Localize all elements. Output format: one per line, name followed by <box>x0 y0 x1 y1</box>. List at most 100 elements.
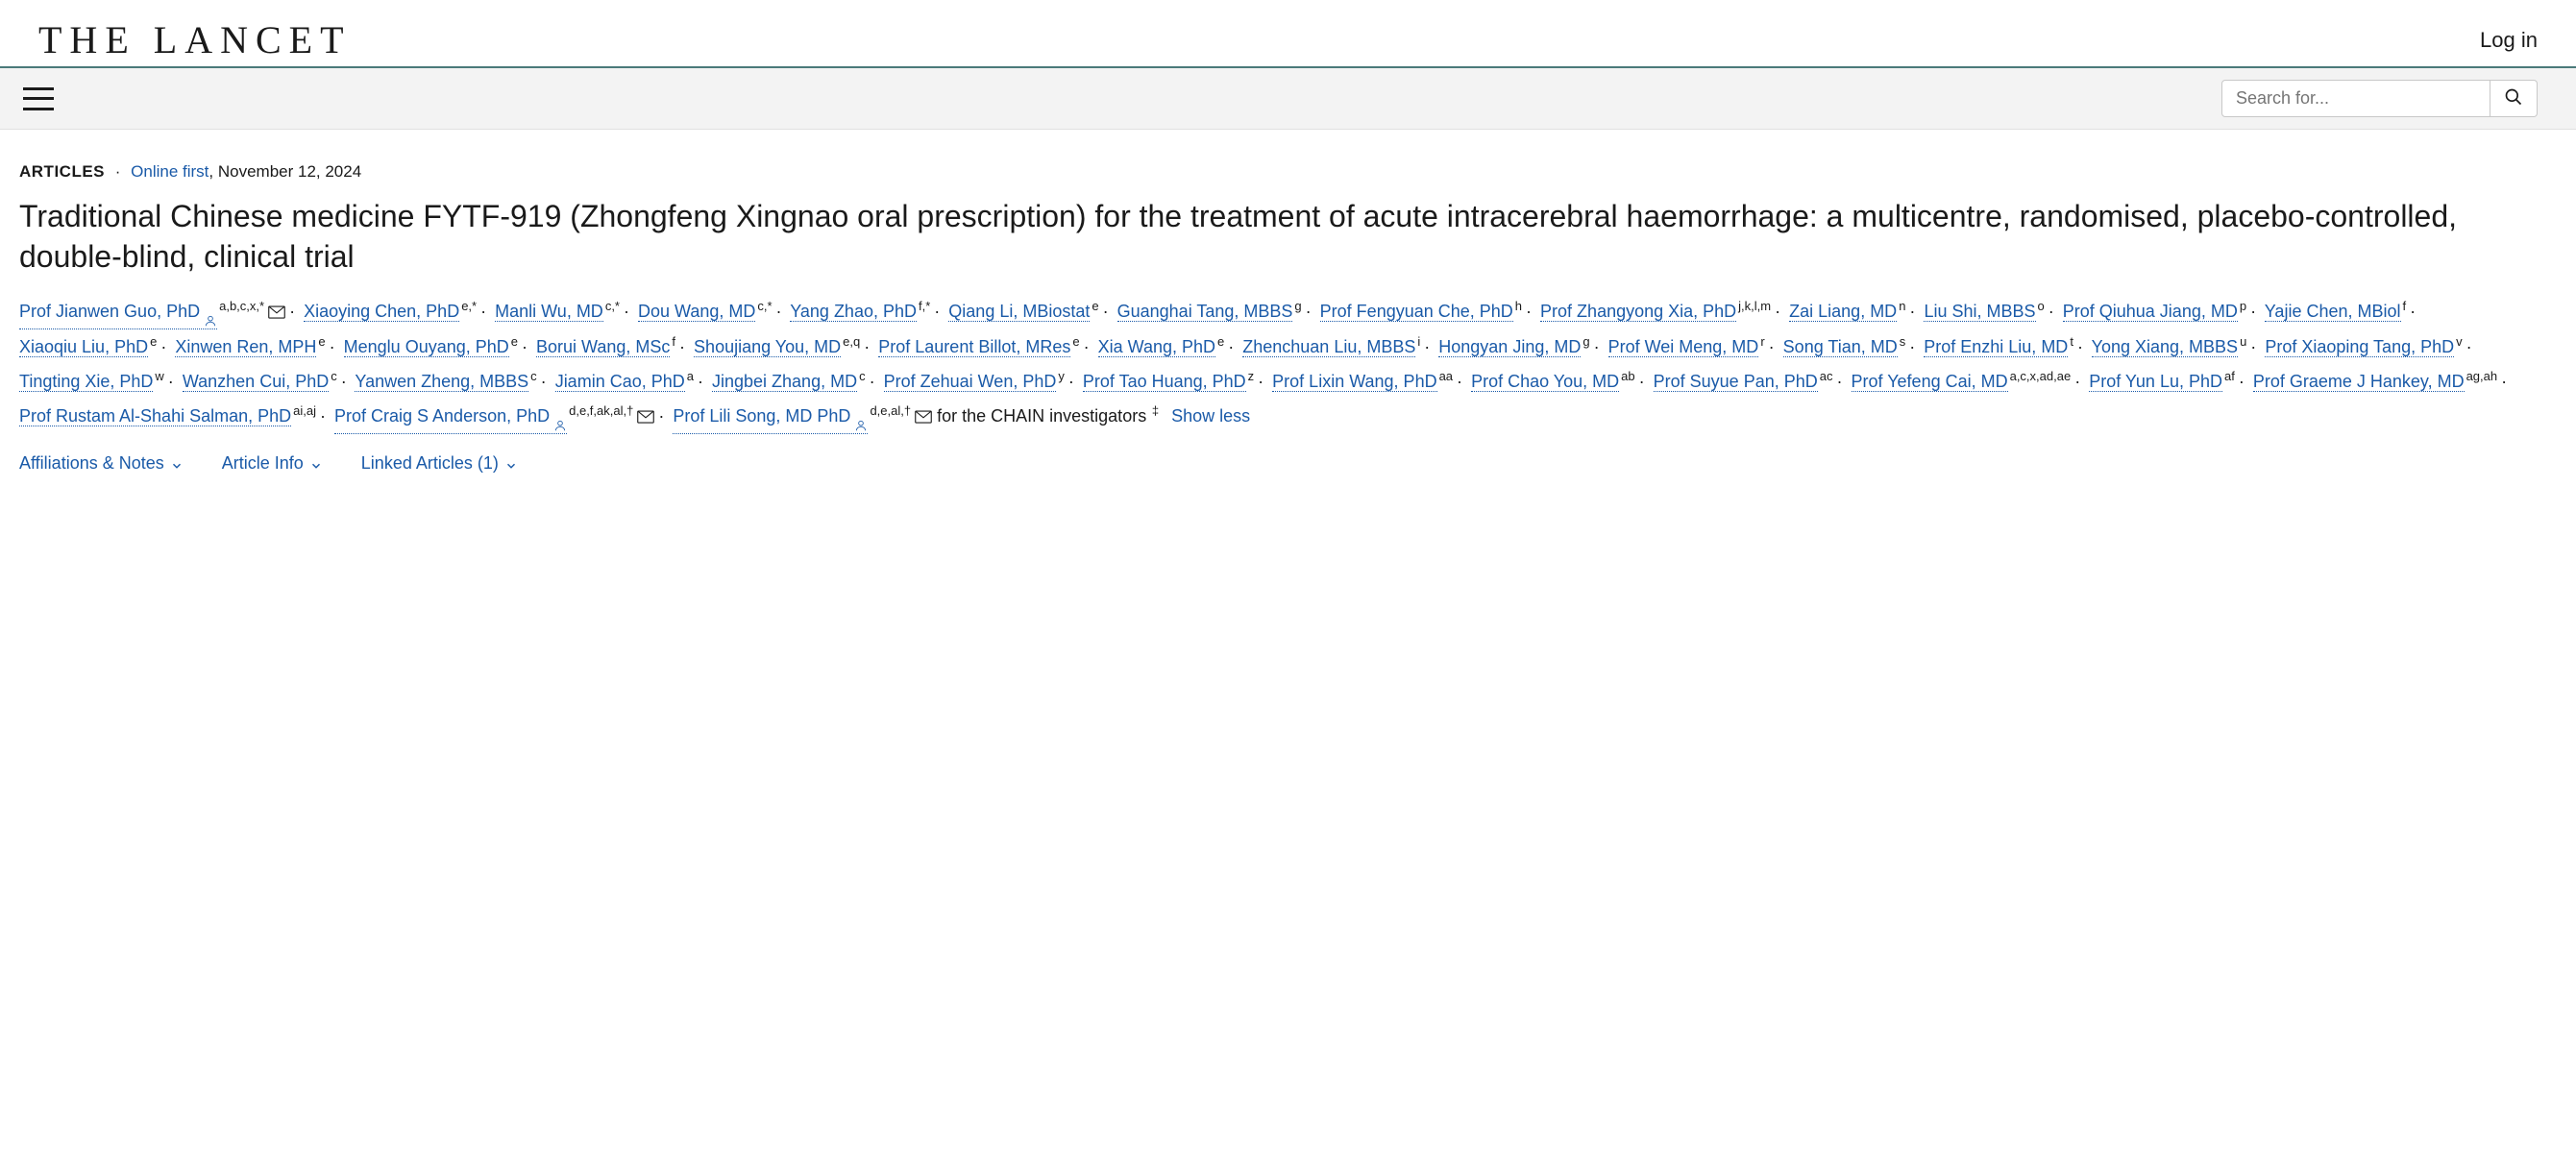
author-link[interactable]: Prof Zehuai Wen, PhD <box>884 372 1057 392</box>
author-separator: · <box>2074 372 2080 391</box>
author-affiliation: f <box>672 334 675 349</box>
author-link[interactable]: Dou Wang, MD <box>638 302 755 322</box>
author-link[interactable]: Yang Zhao, PhD <box>790 302 917 322</box>
author-link[interactable]: Prof Suyue Pan, PhD <box>1654 372 1818 392</box>
site-header: THE LANCET Log in <box>0 0 2576 66</box>
article-meta: ARTICLES · Online first, November 12, 20… <box>19 162 2557 182</box>
author-separator: · <box>1103 302 1109 321</box>
author-separator: · <box>698 372 703 391</box>
expander-row: Affiliations & Notes Article Info Linked… <box>19 453 2557 474</box>
author-separator: · <box>2250 337 2256 356</box>
author-link[interactable]: Prof Xiaoping Tang, PhD <box>2265 337 2454 357</box>
author-link[interactable]: Jingbei Zhang, MD <box>712 372 857 392</box>
author-link[interactable]: Liu Shi, MBBS <box>1924 302 2035 322</box>
mail-icon[interactable] <box>915 399 932 433</box>
chevron-down-icon <box>170 457 184 471</box>
author-link[interactable]: Xiaoying Chen, PhD <box>304 302 459 322</box>
site-logo[interactable]: THE LANCET <box>38 17 352 62</box>
author-link[interactable]: Song Tian, MD <box>1783 337 1898 357</box>
author-link[interactable]: Xinwen Ren, MPH <box>175 337 316 357</box>
author-link[interactable]: Prof Zhangyong Xia, PhD <box>1540 302 1736 322</box>
search-button[interactable] <box>2490 80 2538 117</box>
hamburger-icon[interactable] <box>23 87 54 110</box>
author-affiliation: e <box>150 334 157 349</box>
search-icon <box>2504 87 2523 110</box>
author-link[interactable]: Qiang Li, MBiostat <box>948 302 1090 322</box>
linked-articles-expander[interactable]: Linked Articles (1) <box>361 453 518 474</box>
affiliations-expander[interactable]: Affiliations & Notes <box>19 453 184 474</box>
author-separator: · <box>658 406 664 426</box>
author-affiliation: t <box>2070 334 2073 349</box>
search-container <box>2221 80 2538 117</box>
article-category: ARTICLES <box>19 162 105 181</box>
chevron-down-icon <box>309 457 323 471</box>
search-input[interactable] <box>2221 80 2490 117</box>
author-link[interactable]: Borui Wang, MSc <box>536 337 670 357</box>
affiliations-label: Affiliations & Notes <box>19 453 164 474</box>
author-separator: · <box>341 372 347 391</box>
article-title: Traditional Chinese medicine FYTF-919 (Z… <box>19 197 2557 277</box>
show-less-link[interactable]: Show less <box>1171 406 1250 426</box>
article-info-expander[interactable]: Article Info <box>222 453 323 474</box>
author-link[interactable]: Prof Lili Song, MD PhD <box>673 399 868 434</box>
author-link[interactable]: Xia Wang, PhD <box>1098 337 1215 357</box>
author-link[interactable]: Prof Fengyuan Che, PhD <box>1320 302 1513 322</box>
author-separator: · <box>168 372 174 391</box>
author-link[interactable]: Hongyan Jing, MD <box>1438 337 1581 357</box>
author-link[interactable]: Wanzhen Cui, PhD <box>183 372 329 392</box>
author-link[interactable]: Yajie Chen, MBiol <box>2265 302 2401 322</box>
author-link[interactable]: Prof Qiuhua Jiang, MD <box>2063 302 2238 322</box>
author-link[interactable]: Shoujiang You, MD <box>694 337 841 357</box>
author-separator: · <box>1084 337 1090 356</box>
author-separator: · <box>624 302 629 321</box>
author-link[interactable]: Manli Wu, MD <box>495 302 603 322</box>
author-link[interactable]: Xiaoqiu Liu, PhD <box>19 337 148 357</box>
author-link[interactable]: Prof Craig S Anderson, PhD <box>334 399 567 434</box>
author-separator: · <box>2049 302 2054 321</box>
author-link[interactable]: Prof Enzhi Liu, MD <box>1924 337 2068 357</box>
article-info-label: Article Info <box>222 453 304 474</box>
author-affiliation: g <box>1294 299 1301 313</box>
author-separator: · <box>1424 337 1430 356</box>
author-separator: · <box>2466 337 2472 356</box>
author-link[interactable]: Prof Yun Lu, PhD <box>2089 372 2222 392</box>
author-separator: · <box>1228 337 1234 356</box>
author-link[interactable]: Tingting Xie, PhD <box>19 372 153 392</box>
author-separator: · <box>1639 372 1645 391</box>
author-link[interactable]: Prof Wei Meng, MD <box>1608 337 1759 357</box>
author-link[interactable]: Prof Graeme J Hankey, MD <box>2253 372 2465 392</box>
author-link[interactable]: Prof Jianwen Guo, PhD <box>19 294 217 329</box>
mail-icon[interactable] <box>637 399 654 433</box>
author-link[interactable]: Guanghai Tang, MBBS <box>1117 302 1293 322</box>
author-trailer: for the CHAIN investigators <box>937 406 1146 426</box>
author-link[interactable]: Prof Tao Huang, PhD <box>1083 372 1246 392</box>
author-link[interactable]: Jiamin Cao, PhD <box>555 372 685 392</box>
author-affiliation: s <box>1900 334 1906 349</box>
author-link[interactable]: Prof Chao You, MD <box>1471 372 1619 392</box>
author-link[interactable]: Prof Yefeng Cai, MD <box>1852 372 2008 392</box>
author-affiliation: ag,ah <box>2466 369 2498 383</box>
author-separator: · <box>320 406 326 426</box>
author-separator: · <box>1909 337 1915 356</box>
author-separator: · <box>522 337 527 356</box>
navbar <box>0 66 2576 130</box>
article-content: ARTICLES · Online first, November 12, 20… <box>0 130 2576 493</box>
author-link[interactable]: Zai Liang, MD <box>1789 302 1897 322</box>
author-separator: · <box>160 337 166 356</box>
person-icon <box>854 409 868 423</box>
author-affiliation: a,c,x,ad,ae <box>2010 369 2072 383</box>
author-link[interactable]: Menglu Ouyang, PhD <box>344 337 509 357</box>
author-link[interactable]: Yong Xiang, MBBS <box>2092 337 2238 357</box>
chevron-down-icon <box>504 457 518 471</box>
author-link[interactable]: Prof Lixin Wang, PhD <box>1272 372 1436 392</box>
author-affiliation: a,b,c,x,* <box>219 299 264 313</box>
author-separator: · <box>480 302 486 321</box>
author-link[interactable]: Yanwen Zheng, MBBS <box>355 372 528 392</box>
author-link[interactable]: Prof Rustam Al-Shahi Salman, PhD <box>19 406 291 426</box>
mail-icon[interactable] <box>268 294 285 328</box>
author-link[interactable]: Prof Laurent Billot, MRes <box>878 337 1070 357</box>
author-link[interactable]: Zhenchuan Liu, MBBS <box>1242 337 1415 357</box>
trailer-affiliation: ‡ <box>1148 403 1159 418</box>
publication-status[interactable]: Online first <box>131 162 209 181</box>
login-link[interactable]: Log in <box>2480 28 2538 53</box>
